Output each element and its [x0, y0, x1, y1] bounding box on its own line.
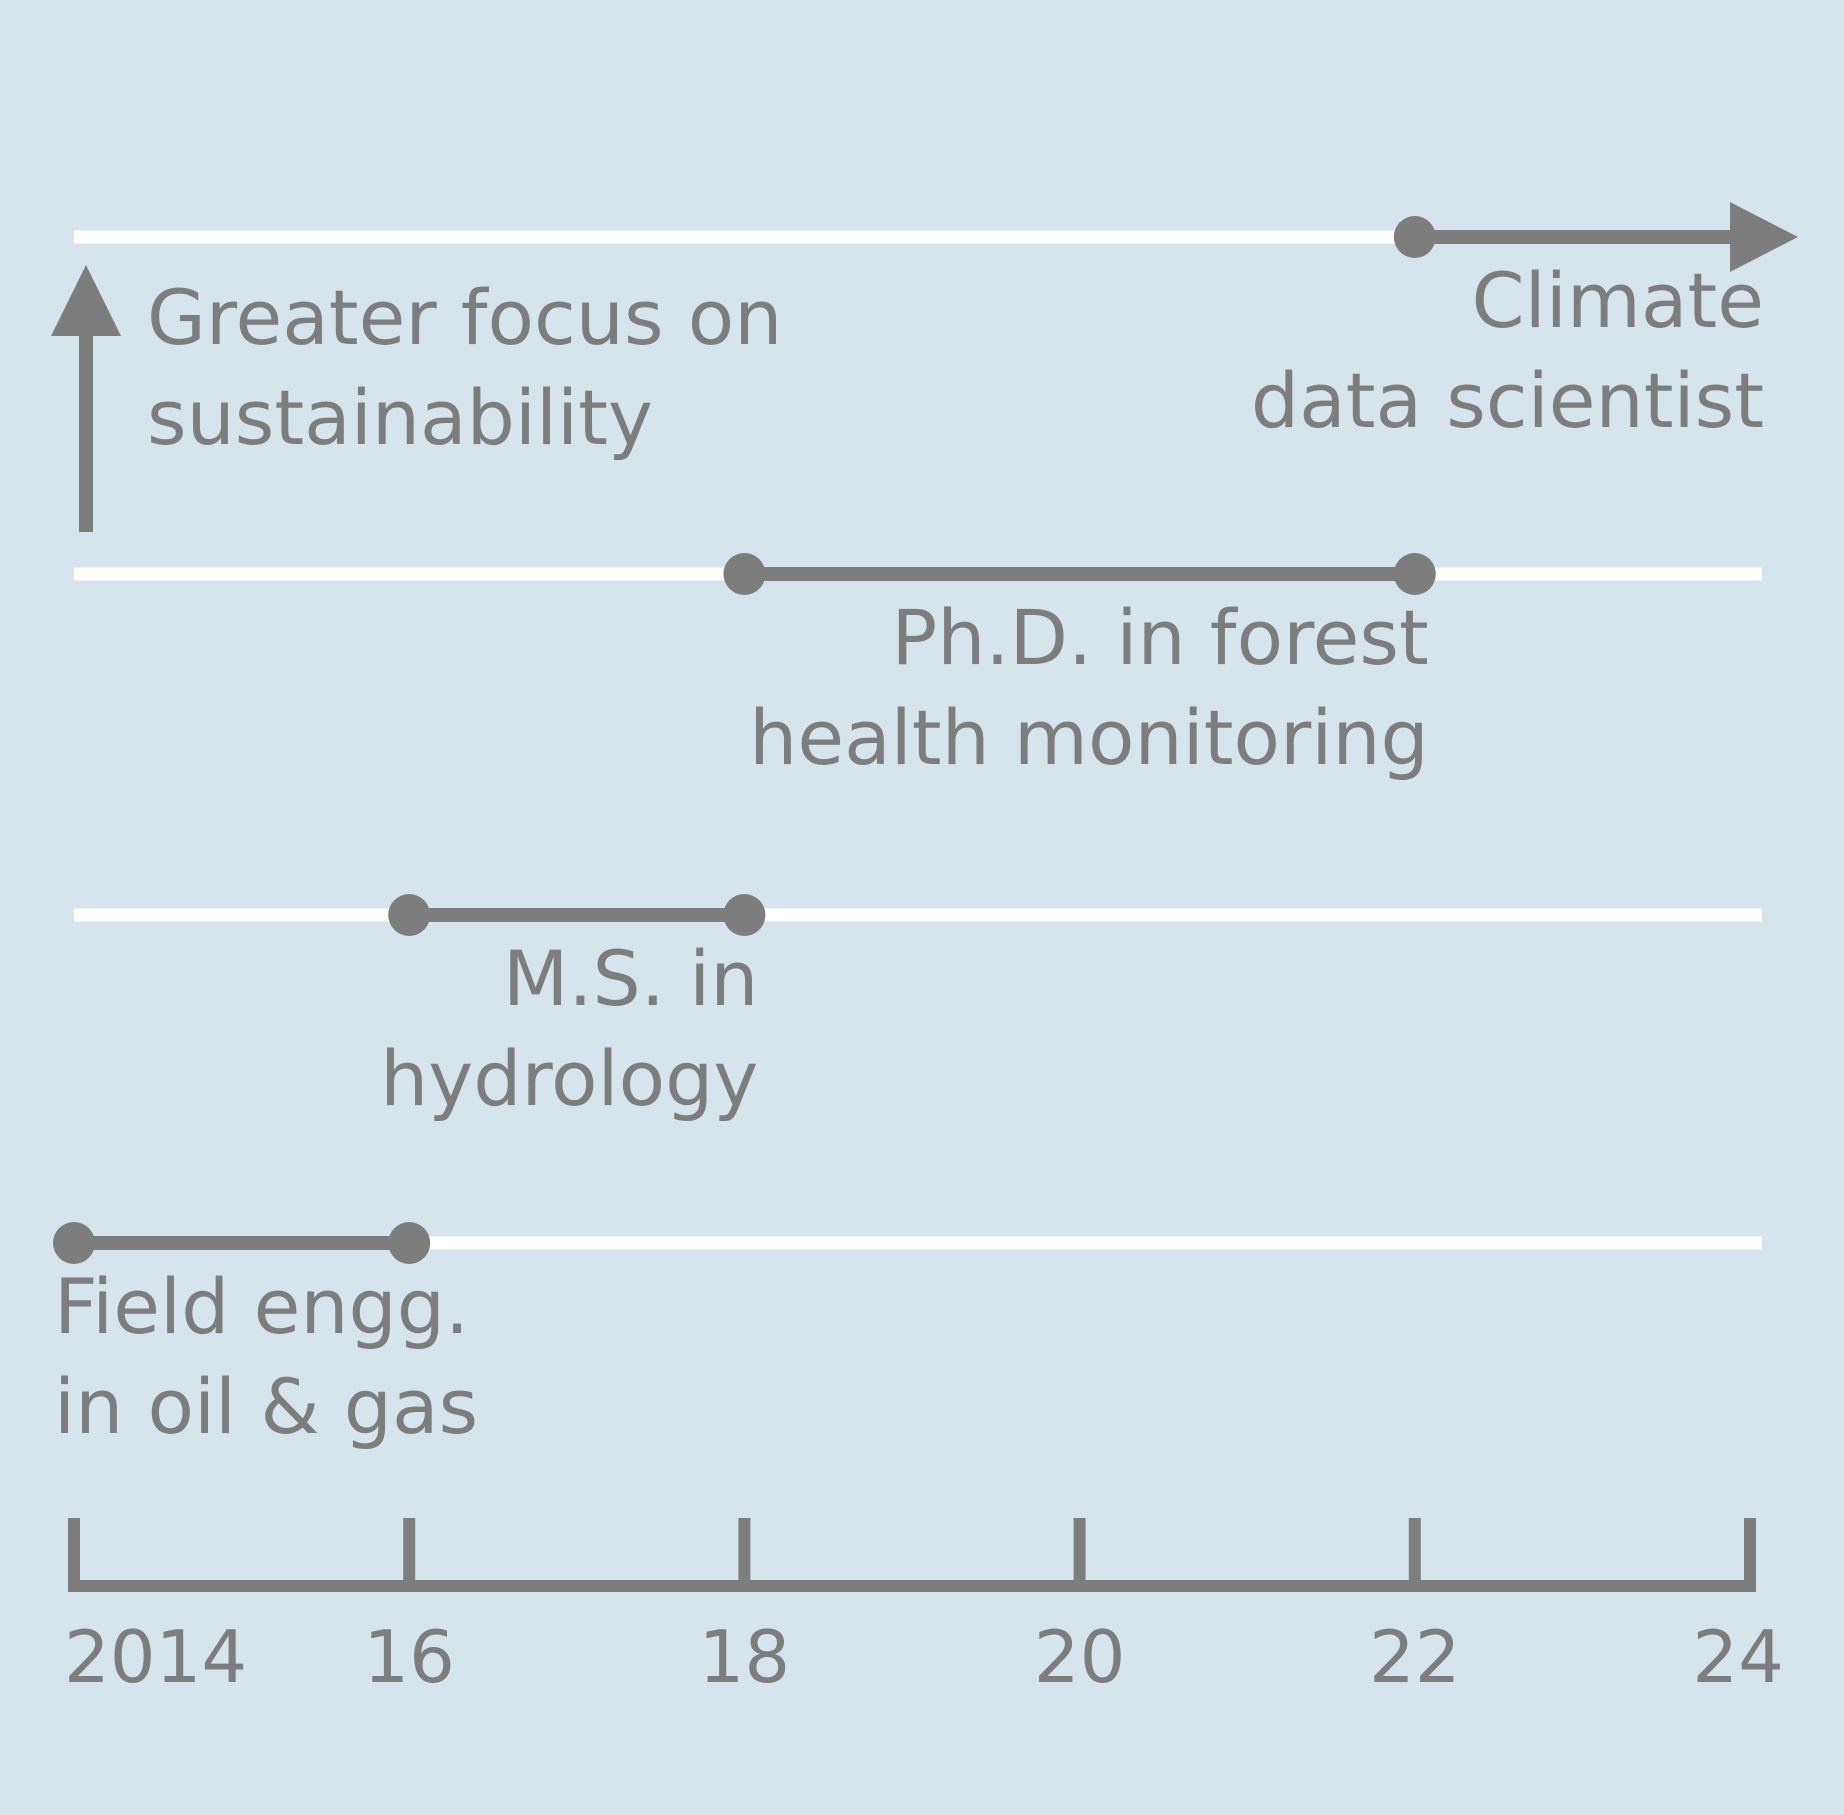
axis-tick-label: 2014 [64, 1615, 247, 1699]
stage-end-dot [1393, 553, 1436, 595]
axis-tick-label: 24 [1692, 1615, 1784, 1699]
stage-end-dot [723, 894, 766, 936]
stage-label-line: Ph.D. in forest [891, 593, 1428, 682]
stage-start-dot [1393, 216, 1436, 258]
sustainability-annotation: Greater focus on sustainability [51, 265, 782, 532]
stage-label-line: health monitoring [749, 693, 1429, 782]
stage-label-line: Climate [1472, 256, 1764, 345]
axis-tick-label: 18 [699, 1615, 791, 1699]
axis-tick-label: 22 [1369, 1615, 1461, 1699]
time-axis: 2014 16 18 20 22 24 [64, 1518, 1784, 1699]
annotation-label-line: sustainability [147, 373, 653, 462]
stage-label-line: in oil & gas [54, 1362, 478, 1451]
stage-end-dot [388, 1222, 431, 1264]
stage-segments [53, 202, 1798, 1264]
stage-label-line: data scientist [1251, 356, 1764, 445]
stage-label-line: hydrology [380, 1034, 758, 1123]
annotation-label-line: Greater focus on [147, 273, 782, 362]
stage-label-line: Field engg. [54, 1262, 469, 1351]
axis-tick-label: 20 [1034, 1615, 1126, 1699]
stage-labels: Field engg. in oil & gas M.S. in hydrology P… [54, 256, 1764, 1451]
stage-label-line: M.S. in [503, 934, 759, 1023]
stage-start-dot [53, 1222, 95, 1264]
stage-start-dot [723, 553, 766, 595]
axis-tick-label: 16 [363, 1615, 455, 1699]
up-arrow-icon [51, 265, 121, 336]
stage-start-dot [388, 894, 431, 936]
ongoing-arrowhead [1730, 202, 1798, 272]
